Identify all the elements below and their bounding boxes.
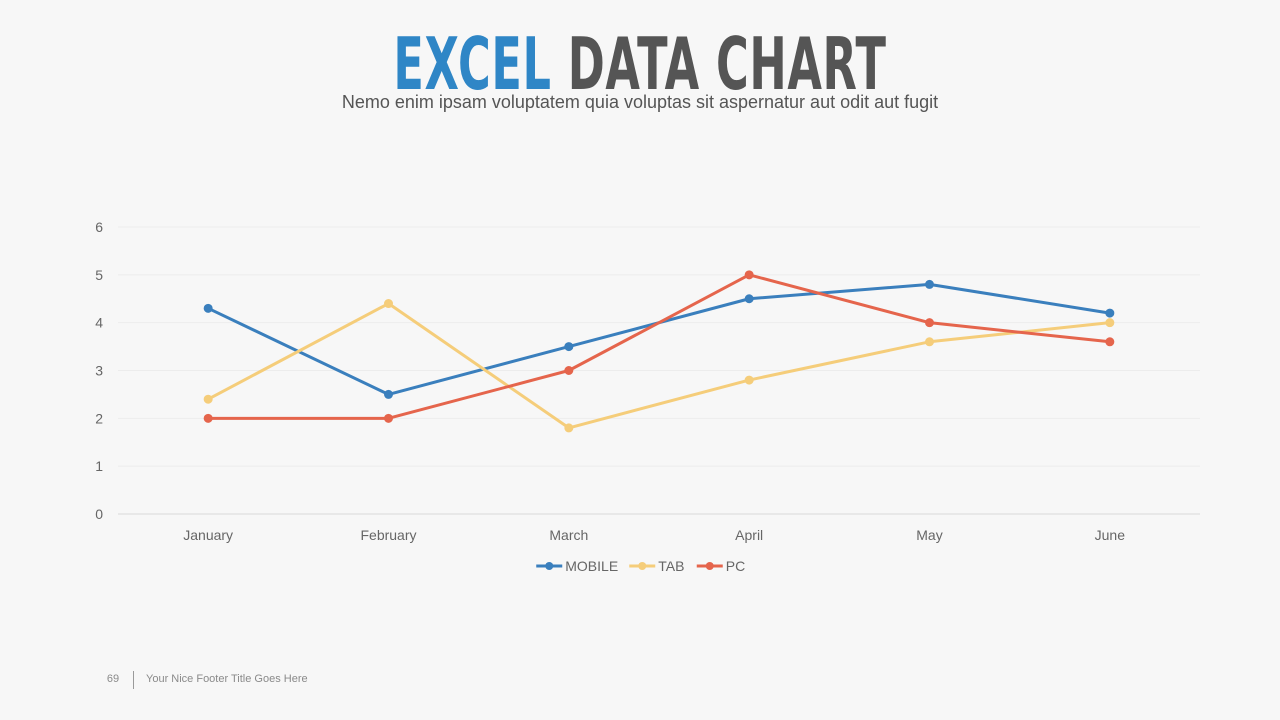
data-point-mobile (203, 303, 213, 313)
x-tick-label: March (549, 527, 588, 543)
data-point-pc (564, 366, 574, 375)
chart-series (203, 270, 1115, 433)
data-point-mobile (744, 294, 754, 304)
legend-item-tab[interactable]: TAB (629, 558, 684, 574)
y-axis: 0 1 2 3 4 5 6 (95, 219, 103, 522)
data-point-pc (744, 270, 754, 280)
data-point-tab (925, 337, 934, 347)
data-point-tab (744, 375, 754, 385)
legend-label: PC (726, 558, 745, 574)
data-point-pc (925, 318, 934, 328)
legend-label: TAB (658, 558, 684, 574)
data-point-pc (203, 413, 213, 423)
y-tick-label: 1 (95, 458, 103, 474)
title-accent-word: EXCEL (393, 22, 552, 106)
y-tick-label: 0 (95, 506, 103, 522)
y-tick-label: 4 (95, 315, 103, 331)
x-axis: January February March April May June (183, 527, 1125, 543)
page-subtitle: Nemo enim ipsam voluptatem quia voluptas… (341, 92, 939, 112)
footer-page-number: 69 (106, 673, 120, 685)
data-point-mobile (925, 279, 934, 289)
legend-item-mobile[interactable]: MOBILE (536, 558, 618, 574)
data-point-tab (1105, 318, 1115, 328)
data-point-mobile (1105, 308, 1115, 318)
legend-marker (705, 562, 714, 570)
legend-label: MOBILE (565, 558, 618, 574)
y-tick-label: 3 (95, 363, 103, 379)
x-tick-label: April (735, 527, 763, 543)
y-tick-label: 6 (95, 219, 103, 235)
series-line-mobile (206, 282, 1112, 396)
page-title: EXCEL DATA CHART (243, 24, 1037, 104)
data-point-tab (384, 299, 393, 309)
data-point-pc (1105, 337, 1115, 347)
legend-marker (638, 562, 647, 570)
footer-title: Your Nice Footer Title Goes Here (146, 673, 308, 685)
x-tick-label: January (183, 527, 233, 543)
x-tick-label: February (360, 527, 416, 543)
data-point-pc (384, 413, 393, 423)
footer-divider (133, 671, 134, 689)
legend-item-pc[interactable]: PC (696, 558, 745, 574)
series-line-tab (206, 302, 1112, 430)
data-point-mobile (384, 389, 393, 399)
data-point-mobile (564, 342, 574, 352)
series-line-pc (206, 273, 1112, 420)
x-tick-label: June (1095, 527, 1126, 543)
x-tick-label: May (916, 527, 942, 543)
title-rest: DATA CHART (567, 22, 887, 106)
chart-legend[interactable]: MOBILE TAB PC (536, 558, 745, 574)
y-tick-label: 2 (95, 410, 103, 426)
data-point-tab (203, 394, 213, 404)
data-point-tab (564, 423, 574, 433)
legend-marker (545, 562, 554, 570)
y-tick-label: 5 (95, 267, 103, 283)
chart-gridlines (118, 226, 1200, 515)
